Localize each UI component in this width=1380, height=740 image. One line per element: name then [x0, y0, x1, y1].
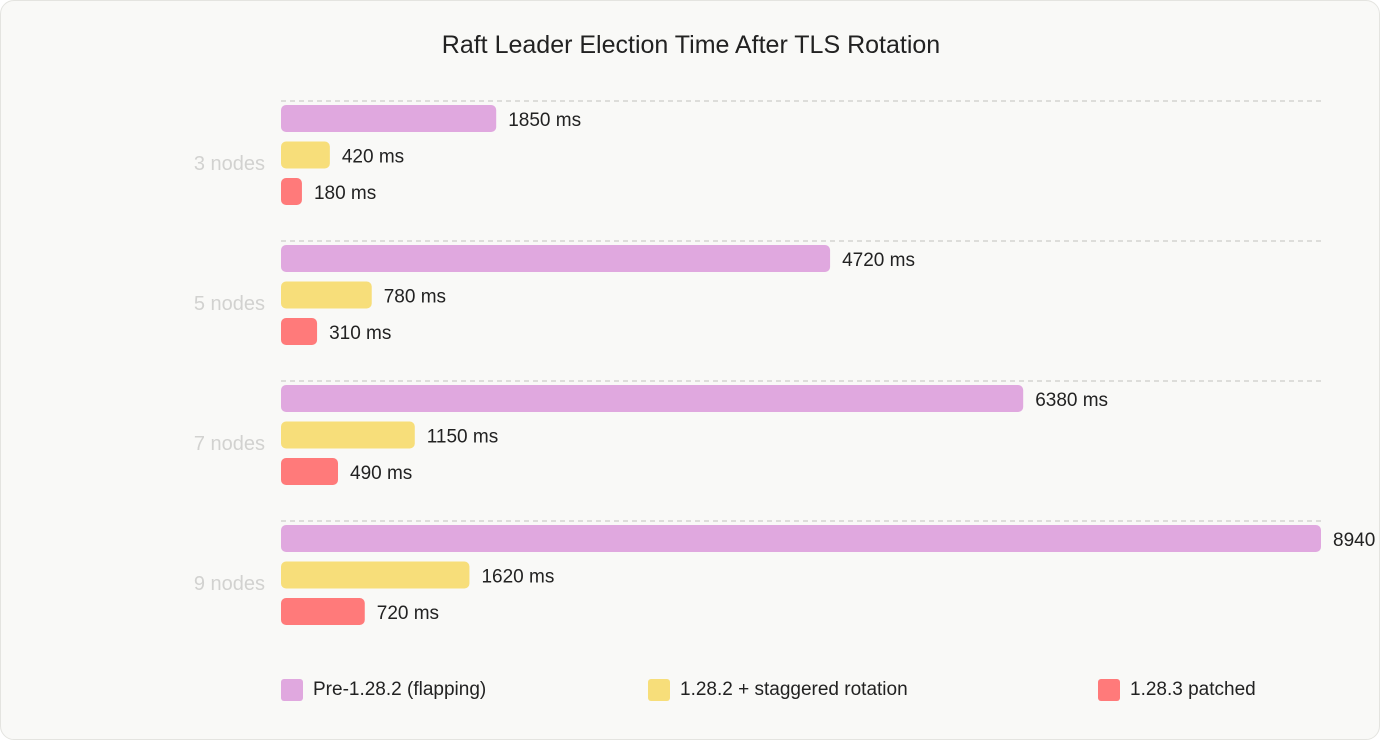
category-label: 5 nodes	[194, 293, 265, 315]
value-label: 310 ms	[329, 323, 391, 344]
chart-title: Raft Leader Election Time After TLS Rota…	[441, 31, 941, 59]
category-label: 7 nodes	[194, 433, 265, 455]
legend-label-1: 1.28.2 + staggered rotation	[680, 679, 908, 700]
bar-2	[281, 458, 339, 485]
value-label: 780 ms	[384, 287, 446, 308]
value-label: 490 ms	[350, 463, 412, 484]
bar-1	[281, 141, 330, 169]
value-label: 420 ms	[342, 147, 404, 168]
value-label: 4720 ms	[842, 250, 915, 271]
value-label: 1850 ms	[508, 110, 581, 131]
legend-item-2: 1.28.3 patched	[1098, 678, 1256, 702]
bar-0	[281, 525, 1321, 552]
category-label: 3 nodes	[194, 153, 265, 175]
bar-0	[281, 385, 1024, 412]
bar-2	[281, 178, 302, 205]
legend-item-1: 1.28.2 + staggered rotation	[648, 678, 908, 702]
legend-label-0: Pre-1.28.2 (flapping)	[313, 679, 487, 700]
legend-swatch-0	[281, 679, 303, 701]
legend-swatch-2	[1098, 679, 1120, 701]
legend-swatch-1	[648, 679, 670, 701]
value-label: 180 ms	[314, 183, 376, 204]
bar-2	[281, 318, 318, 345]
bar-1	[281, 421, 415, 449]
value-label: 1620 ms	[481, 567, 554, 588]
value-label: 8940 ms	[1333, 530, 1380, 551]
bar-2	[281, 598, 365, 625]
value-label: 1150 ms	[427, 427, 498, 448]
bar-1	[281, 281, 372, 309]
legend-label-2: 1.28.3 patched	[1130, 679, 1256, 700]
bar-0	[281, 245, 831, 272]
value-label: 6380 ms	[1035, 390, 1108, 411]
bar-1	[281, 561, 470, 589]
value-label: 720 ms	[377, 603, 439, 624]
category-label: 9 nodes	[194, 573, 265, 595]
legend-item-0: Pre-1.28.2 (flapping)	[281, 678, 486, 702]
bar-0	[281, 105, 497, 132]
